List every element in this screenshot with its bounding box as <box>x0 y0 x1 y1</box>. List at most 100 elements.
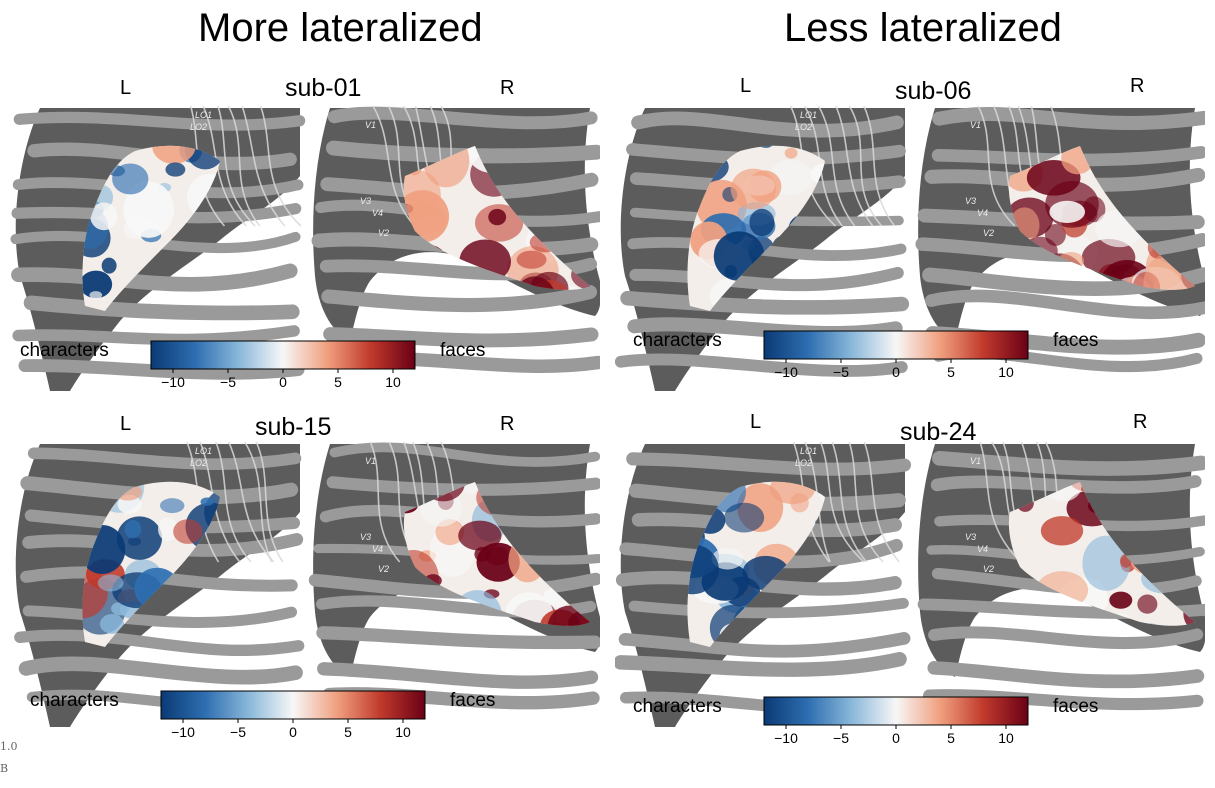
subject-label: sub-24 <box>900 418 977 446</box>
colorbar-scale: −10 −5 0 5 10 <box>160 690 426 740</box>
right-hemisphere-flatmap <box>308 442 600 710</box>
roi-label-lo1: LO1 <box>800 446 817 456</box>
roi-label-v2: V2 <box>378 564 389 574</box>
left-hemisphere-flatmap <box>10 106 306 391</box>
left-hemisphere-label: L <box>740 75 752 97</box>
roi-label-v4: V4 <box>372 544 383 554</box>
colorbar: characters faces −10 −5 0 5 10 <box>10 340 600 390</box>
roi-label-v1: V1 <box>365 120 376 130</box>
roi-label-lo1: LO1 <box>195 110 212 120</box>
colorbar-tick-label: 5 <box>947 730 955 746</box>
roi-label-v2: V2 <box>983 228 994 238</box>
right-hemisphere-label: R <box>500 77 515 99</box>
roi-label-v1: V1 <box>970 456 981 466</box>
right-hemisphere-flatmap <box>309 106 600 373</box>
colorbar-tick-label: 5 <box>334 374 342 390</box>
colorbar-right-label: faces <box>1053 330 1099 351</box>
colorbar-right-label: faces <box>450 690 496 711</box>
left-hemisphere-flatmap <box>615 106 910 391</box>
colorbar-tick-label: 10 <box>395 724 411 740</box>
colorbar-gradient <box>150 340 416 370</box>
colorbar-tick-label: −5 <box>230 724 246 740</box>
colorbar-tick-label: 0 <box>279 374 287 390</box>
left-hemisphere-label: L <box>120 77 132 99</box>
roi-label-v2: V2 <box>378 228 389 238</box>
roi-label-lo1: LO1 <box>800 110 817 120</box>
colorbar-gradient <box>763 330 1029 360</box>
colorbar-tick-label: 0 <box>892 364 900 380</box>
colorbar-tick-label: −10 <box>161 374 185 390</box>
colorbar: characters faces −10 −5 0 5 10 <box>615 696 1205 746</box>
colorbar-tick-label: 10 <box>998 730 1014 746</box>
roi-label-lo1: LO1 <box>195 446 212 456</box>
group-title-more-lateralized: More lateralized <box>198 6 483 50</box>
colorbar-tick-label: −5 <box>220 374 236 390</box>
colorbar-left-label: characters <box>20 340 109 361</box>
left-hemisphere-flatmap <box>615 442 912 727</box>
colorbar-tick-label: 0 <box>892 730 900 746</box>
colorbar: characters faces −10 −5 0 5 10 <box>615 330 1205 380</box>
right-hemisphere-label: R <box>500 413 515 435</box>
colorbar-tick-label: 10 <box>385 374 401 390</box>
colorbar-scale: −10 −5 0 5 10 <box>763 330 1029 380</box>
roi-label-lo2: LO2 <box>795 458 812 468</box>
colorbar-left-label: characters <box>633 330 722 351</box>
right-hemisphere-label: R <box>1130 75 1145 97</box>
colorbar-tick-label: −10 <box>171 724 195 740</box>
left-hemisphere-label: L <box>750 411 762 433</box>
colorbar-tick-label: −10 <box>774 730 798 746</box>
colorbar-tick-label: −5 <box>833 730 849 746</box>
right-hemisphere-flatmap <box>917 442 1205 711</box>
colorbar-tick-label: −5 <box>833 364 849 380</box>
edge-mark-bottom: B <box>0 762 9 775</box>
subject-label: sub-06 <box>895 77 972 105</box>
roi-label-v3: V3 <box>965 196 976 206</box>
colorbar-scale: −10 −5 0 5 10 <box>763 696 1029 746</box>
colorbar-tick-label: 5 <box>947 364 955 380</box>
colorbar-left-label: characters <box>30 690 119 711</box>
colorbar-right-label: faces <box>1053 696 1099 717</box>
roi-label-v4: V4 <box>977 544 988 554</box>
subject-label: sub-15 <box>255 413 332 441</box>
subject-label: sub-01 <box>285 74 362 102</box>
roi-label-v3: V3 <box>965 532 976 542</box>
roi-label-v1: V1 <box>365 456 376 466</box>
colorbar-right-label: faces <box>440 340 486 361</box>
roi-label-v3: V3 <box>360 532 371 542</box>
left-hemisphere-flatmap <box>14 442 305 727</box>
colorbar-tick-label: −10 <box>774 364 798 380</box>
right-hemisphere-flatmap <box>915 106 1205 373</box>
colorbar-tick-label: 0 <box>289 724 297 740</box>
colorbar-gradient <box>763 696 1029 726</box>
roi-label-lo2: LO2 <box>190 458 207 468</box>
right-hemisphere-label: R <box>1133 411 1148 433</box>
colorbar-tick-label: 5 <box>344 724 352 740</box>
left-hemisphere-label: L <box>120 413 132 435</box>
colorbar-tick-label: 10 <box>998 364 1014 380</box>
group-title-less-lateralized: Less lateralized <box>784 6 1062 50</box>
roi-label-v4: V4 <box>372 208 383 218</box>
colorbar: characters faces −10 −5 0 5 10 <box>10 690 600 740</box>
roi-label-v4: V4 <box>977 208 988 218</box>
colorbar-gradient <box>160 690 426 720</box>
roi-label-v2: V2 <box>983 564 994 574</box>
roi-label-lo2: LO2 <box>190 122 207 132</box>
roi-label-lo2: LO2 <box>795 122 812 132</box>
roi-label-v1: V1 <box>970 120 981 130</box>
colorbar-left-label: characters <box>633 696 722 717</box>
colorbar-scale: −10 −5 0 5 10 <box>150 340 416 390</box>
edge-mark-top: 1.0 <box>0 740 18 753</box>
roi-label-v3: V3 <box>360 196 371 206</box>
